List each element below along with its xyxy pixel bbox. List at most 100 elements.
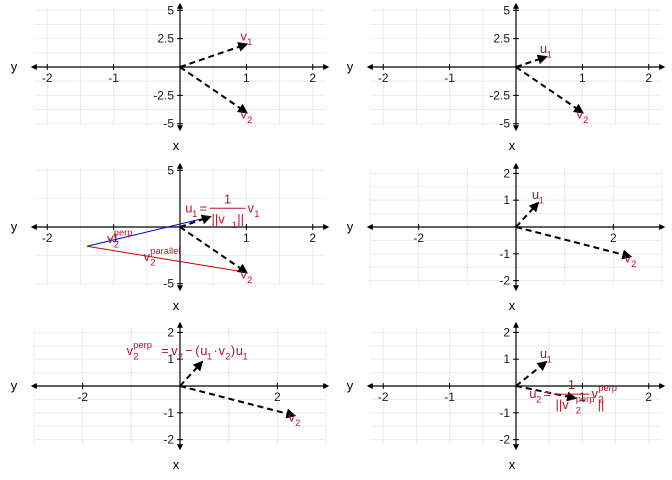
y-tick-label: 1 — [167, 352, 174, 366]
v2-perp-formula-lhs-sub: 2 — [133, 352, 138, 362]
y-tick-label: -5 — [163, 117, 174, 131]
vector-label-v1-sub: 1 — [247, 37, 252, 47]
v2-perp-formula-v2b-sub: 2 — [225, 352, 230, 362]
v2-perp-formula-u1-base: u — [200, 343, 207, 358]
vector-u2 — [515, 385, 578, 402]
vector-label-u1-sub: 1 — [539, 196, 544, 206]
x-tick-label: -2 — [77, 390, 88, 404]
vector-label-u1-base: u — [532, 187, 539, 202]
v2-perp-formula-v2-base: v — [171, 343, 178, 358]
x-tick-label: -1 — [108, 231, 119, 245]
x-axis-title: x — [173, 298, 180, 313]
vector-v1 — [179, 42, 249, 68]
u2-formula-tail-base: v — [591, 386, 598, 401]
u2-formula-denominator-sup: perp — [576, 394, 595, 404]
x-tick-label: 1 — [243, 71, 250, 85]
v2-perp-label-base: v — [107, 231, 114, 246]
vector-u1 — [515, 360, 548, 387]
y-tick-label: -1 — [499, 406, 510, 420]
x-tick-label: 2 — [309, 231, 316, 245]
u2-formula-denominator-sub: 2 — [576, 406, 581, 416]
vector-u1 — [179, 360, 204, 387]
y-tick-label: -5 — [499, 117, 510, 131]
x-tick-label: -2 — [42, 231, 53, 245]
x-tick-label: 2 — [309, 71, 316, 85]
vector-v2 — [179, 66, 249, 114]
u1-formula: u 1 =1||v 1 ||v 1 — [185, 191, 259, 230]
v2-parallel-line — [87, 245, 247, 273]
y-tick-label: 2 — [167, 325, 174, 339]
x-tick-label: 2 — [645, 390, 652, 404]
x-tick-label: -2 — [378, 390, 389, 404]
vector-label-v2-sub: 2 — [631, 259, 636, 269]
vector-label-v2-base: v — [624, 251, 631, 266]
x-tick-label: -1 — [444, 71, 455, 85]
u2-formula-lhs-base: u — [529, 386, 536, 401]
x-tick-label: 2 — [274, 390, 281, 404]
x-axis-title: x — [173, 457, 180, 472]
y-tick-label: 1 — [503, 352, 510, 366]
vector-label-u1-base: u — [540, 346, 547, 361]
v2-perp-formula-lhs-base: v — [126, 343, 133, 358]
y-axis-title: y — [11, 219, 18, 234]
y-tick-label: 5 — [167, 163, 174, 177]
v2-perp-label-sub: 2 — [114, 239, 119, 249]
u1-formula-numerator: 1 — [224, 191, 231, 206]
x-axis-title: x — [173, 138, 180, 153]
vector-u1 — [179, 214, 212, 228]
v2-perp-formula-u1b-base: u — [236, 343, 243, 358]
y-tick-label: 2.5 — [157, 32, 174, 46]
v2-parallel-label-sub: 2 — [150, 258, 155, 268]
x-tick-label: -2 — [42, 71, 53, 85]
vector-label-v2-sub: 2 — [583, 115, 588, 125]
x-axis-title: x — [509, 457, 516, 472]
u1-formula-denominator-base: ||v — [212, 211, 226, 226]
u2-formula-lhs-sub: 2 — [536, 395, 541, 405]
u1-formula-denominator-sub: 1 — [232, 220, 237, 230]
u1-formula-denominator: ||v 1 — [212, 211, 237, 230]
v2-perp-formula-v2-sub: 2 — [178, 352, 183, 362]
x-tick-label: -1 — [444, 390, 455, 404]
y-tick-label: -2.5 — [489, 88, 510, 102]
y-tick-label: 2 — [503, 325, 510, 339]
y-tick-label: -5 — [163, 277, 174, 291]
x-tick-label: 1 — [243, 231, 250, 245]
vector-v2 — [179, 226, 249, 274]
x-tick-label: 1 — [579, 71, 586, 85]
v2-perp-formula-dot: · — [214, 343, 218, 358]
u2-formula-denominator: ||v 2 perp — [555, 394, 594, 416]
x-tick-label: -1 — [108, 71, 119, 85]
y-axis-title: y — [347, 219, 354, 234]
u2-formula-tail-sup: perp — [598, 383, 617, 393]
u1-formula-eq: = — [200, 200, 208, 215]
v2-perp-label-sup: perp — [114, 228, 133, 238]
v2-perp-formula-u1-sub: 1 — [207, 352, 212, 362]
v2-perp-formula-lhs-sup: perp — [133, 340, 152, 350]
vector-label-v2-sub: 2 — [295, 418, 300, 428]
vector-label-v2-base: v — [240, 266, 247, 281]
u1-formula-lhs-sub: 1 — [192, 209, 197, 219]
vector-u1 — [515, 201, 540, 228]
y-tick-label: -2 — [163, 433, 174, 447]
vector-label-v1-base: v — [240, 28, 247, 43]
v2-perp-formula-minus: − — [185, 343, 193, 358]
vector-label-v2-base: v — [240, 106, 247, 121]
y-tick-label: -1 — [163, 406, 174, 420]
y-tick-label: 5 — [167, 3, 174, 17]
x-axis-title: x — [509, 138, 516, 153]
y-tick-label: -1 — [499, 247, 510, 261]
